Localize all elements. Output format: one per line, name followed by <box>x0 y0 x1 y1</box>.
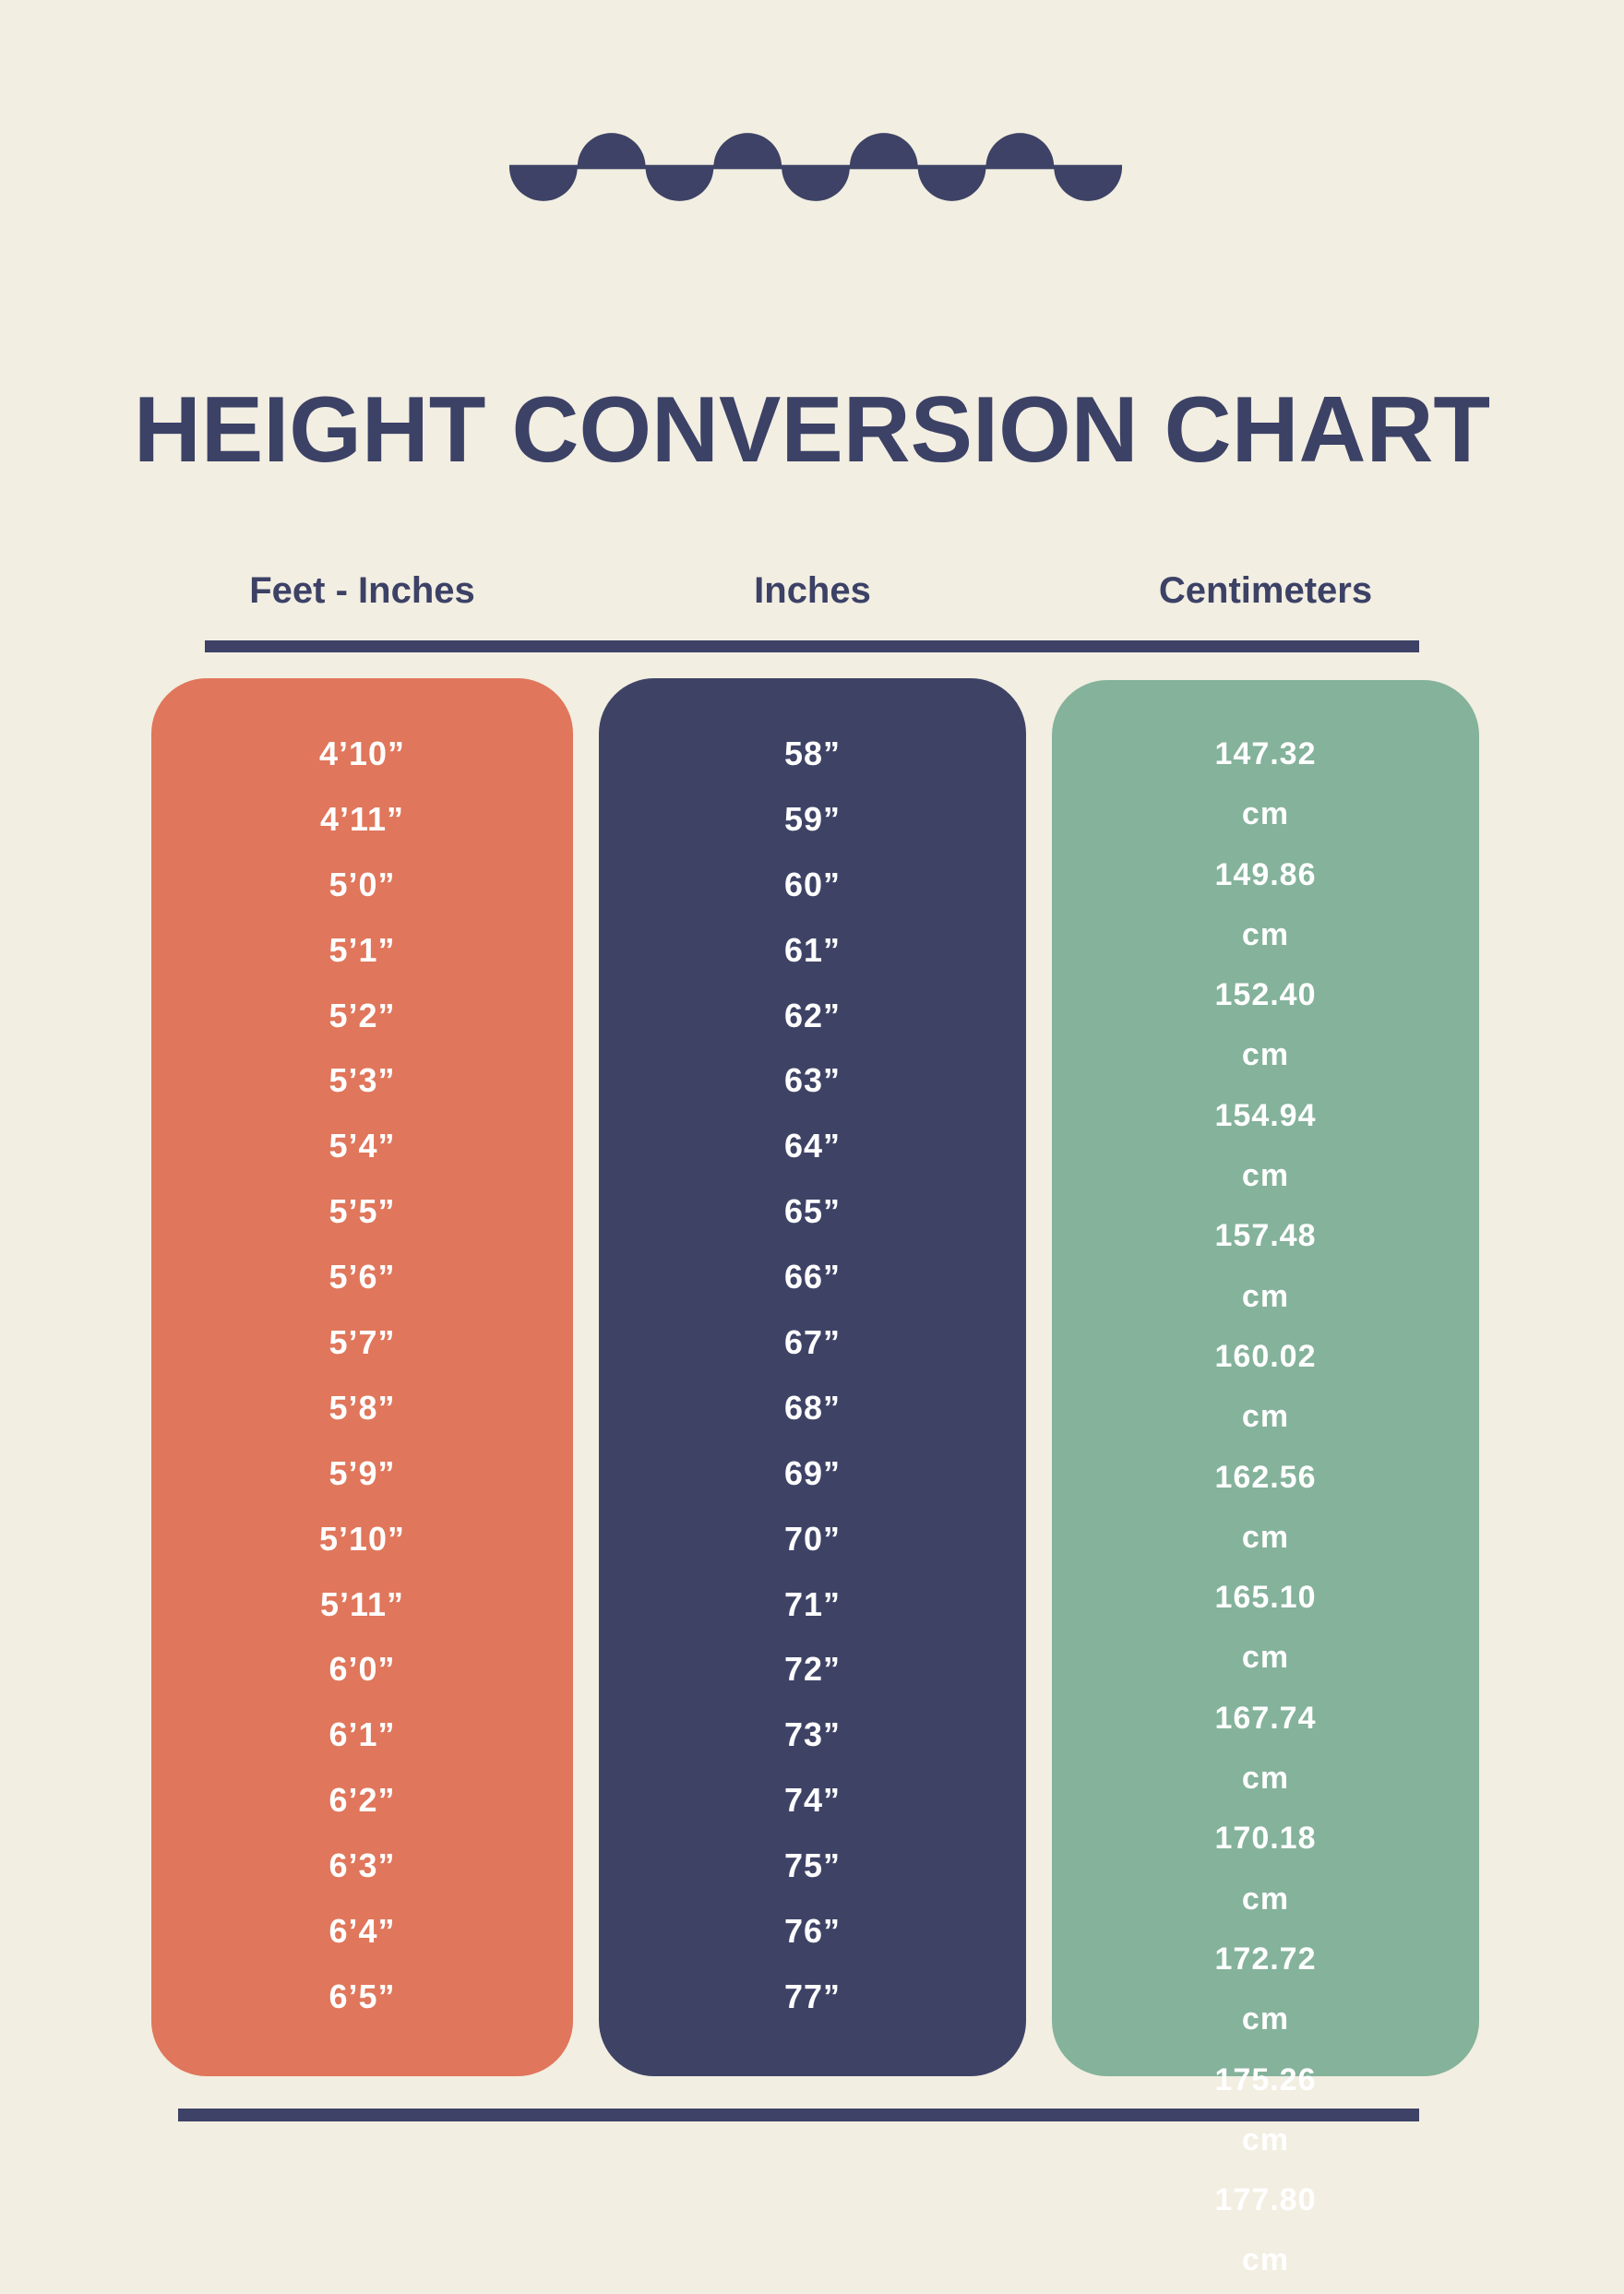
inches-cell: 75” <box>783 1846 842 1885</box>
centimeters-column: 147.32 cm 149.86 cm 152.40 cm 154.94 cm 157.48 cm… <box>1052 680 1479 2277</box>
column-header-inches: Inches <box>754 570 871 611</box>
centimeters-cell-unit: cm <box>1241 1278 1290 1314</box>
inches-column: 58” 59” 60” 61” 62” 63” 64” 65” 66” 67” 68” 69” 70” 7… <box>599 678 1026 2076</box>
inches-cell: 61” <box>783 930 842 969</box>
feet-inches-cell: 5’1” <box>328 930 396 969</box>
centimeters-cell-unit: cm <box>1241 1761 1290 1797</box>
header-divider-rule <box>205 640 1419 652</box>
wave-lobes <box>509 133 1122 201</box>
feet-inches-cell: 5’2” <box>328 996 396 1034</box>
wave-decoration-icon <box>509 133 1122 201</box>
centimeters-cell-value: 165.10 <box>1214 1580 1317 1616</box>
inches-cell: 62” <box>783 996 842 1034</box>
centimeters-cell-value: 177.80 <box>1214 2182 1317 2218</box>
inches-cell: 77” <box>783 1977 842 2015</box>
feet-inches-cell: 6’3” <box>328 1846 396 1885</box>
inches-cell: 67” <box>783 1323 842 1362</box>
feet-inches-cell: 4’11” <box>319 799 405 838</box>
centimeters-cell-unit: cm <box>1241 1640 1290 1676</box>
feet-inches-cell: 5’10” <box>318 1519 406 1558</box>
centimeters-rows: 147.32 cm 149.86 cm 152.40 cm 154.94 cm 157.48 cm… <box>1052 724 1479 2291</box>
centimeters-cell-value: 167.74 <box>1214 1700 1317 1736</box>
feet-inches-cell: 6’0” <box>328 1650 396 1689</box>
feet-inches-cell: 5’3” <box>328 1061 396 1100</box>
centimeters-cell-value: 149.86 <box>1214 856 1317 892</box>
inches-rows: 58” 59” 60” 61” 62” 63” 64” 65” 66” 67” 68” 69” 70” 7… <box>599 722 1026 2030</box>
inches-cell: 74” <box>783 1781 842 1820</box>
centimeters-cell-unit: cm <box>1241 796 1290 832</box>
inches-cell: 76” <box>783 1912 842 1951</box>
centimeters-cell-unit: cm <box>1241 916 1290 952</box>
centimeters-cell-value: 162.56 <box>1214 1459 1317 1495</box>
feet-inches-cell: 4’10” <box>318 735 406 772</box>
inches-cell: 65” <box>783 1192 842 1231</box>
inches-cell: 72” <box>783 1650 842 1689</box>
centimeters-cell-value: 147.32 <box>1214 736 1317 771</box>
inches-cell: 68” <box>783 1388 842 1427</box>
feet-inches-cell: 5’9” <box>328 1453 396 1492</box>
inches-cell: 59” <box>783 799 842 838</box>
feet-inches-cell: 5’7” <box>328 1323 396 1362</box>
centimeters-cell-unit: cm <box>1241 1037 1290 1073</box>
feet-inches-cell: 6’5” <box>328 1977 396 2015</box>
centimeters-cell-unit: cm <box>1241 1881 1290 1917</box>
centimeters-cell-value: 160.02 <box>1214 1338 1317 1374</box>
feet-inches-rows: 4’10” 4’11” 5’0” 5’1” 5’2” 5’3” 5’4” 5’5” 5’6” 5’… <box>151 722 573 2030</box>
feet-inches-cell: 5’0” <box>328 865 396 903</box>
feet-inches-cell: 5’6” <box>328 1258 396 1296</box>
column-header-centimeters: Centimeters <box>1158 570 1373 611</box>
inches-cell: 63” <box>783 1061 842 1100</box>
inches-cell: 64” <box>783 1127 842 1165</box>
centimeters-cell-unit: cm <box>1241 1519 1290 1555</box>
feet-inches-cell: 6’1” <box>328 1715 396 1754</box>
inches-cell: 71” <box>783 1584 842 1623</box>
centimeters-cell-value: 175.26 <box>1214 2061 1317 2097</box>
inches-cell: 69” <box>783 1453 842 1492</box>
feet-inches-cell: 5’4” <box>328 1127 396 1165</box>
feet-inches-cell: 5’8” <box>328 1388 396 1427</box>
inches-cell: 66” <box>783 1258 842 1296</box>
feet-inches-cell: 6’2” <box>328 1781 396 1820</box>
feet-inches-column: 4’10” 4’11” 5’0” 5’1” 5’2” 5’3” 5’4” 5’5” 5’6” 5’… <box>151 678 573 2076</box>
centimeters-cell-value: 154.94 <box>1214 1097 1317 1133</box>
centimeters-cell-value: 157.48 <box>1214 1218 1317 1254</box>
feet-inches-cell: 6’4” <box>328 1912 396 1951</box>
centimeters-cell-unit: cm <box>1241 1399 1290 1435</box>
centimeters-cell-value: 152.40 <box>1214 977 1317 1013</box>
inches-cell: 73” <box>783 1715 842 1754</box>
centimeters-cell-value: 170.18 <box>1214 1821 1317 1857</box>
feet-inches-cell: 5’5” <box>328 1192 396 1231</box>
page-title: HEIGHT CONVERSION CHART <box>133 377 1491 482</box>
centimeters-cell-unit: cm <box>1241 2001 1290 2037</box>
centimeters-cell-unit: cm <box>1241 2242 1290 2278</box>
inches-cell: 70” <box>783 1519 842 1558</box>
centimeters-cell-value: 172.72 <box>1214 1941 1317 1977</box>
inches-cell: 60” <box>783 865 842 903</box>
footer-rule <box>178 2109 1419 2121</box>
centimeters-cell-unit: cm <box>1241 1158 1290 1194</box>
column-header-feet-inches: Feet - Inches <box>249 570 475 611</box>
centimeters-cell-unit: cm <box>1241 2121 1290 2157</box>
inches-cell: 58” <box>783 735 842 772</box>
feet-inches-cell: 5’11” <box>319 1584 405 1623</box>
